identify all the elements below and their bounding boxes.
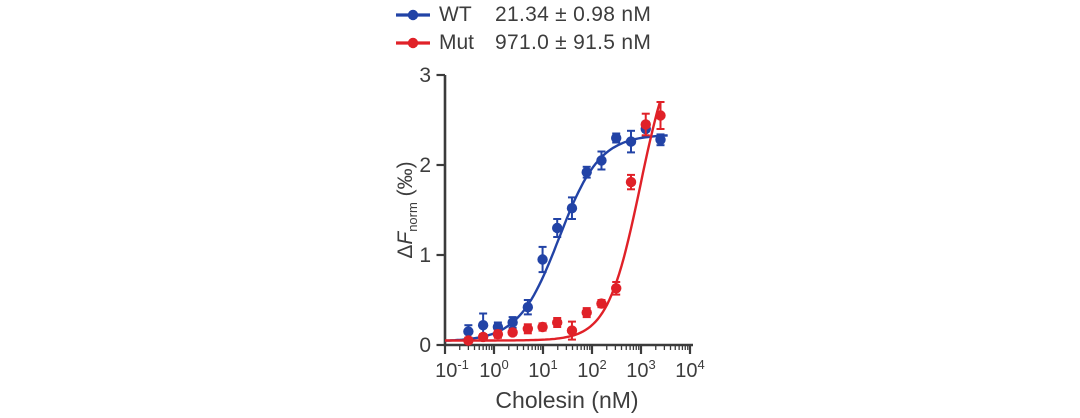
y-tick-label: 1 (419, 244, 431, 267)
x-tick-label: 101 (528, 357, 557, 382)
x-tick-label: 103 (626, 357, 655, 382)
wt-data-point (507, 317, 518, 328)
legend-kd-value-mut: 971.0 ± 91.5 nM (495, 31, 652, 54)
chart-legend: WT 21.34 ± 0.98 nM Mut 971.0 ± 91.5 nM (394, 2, 651, 56)
mut-data-point (640, 119, 651, 130)
mut-data-series (463, 101, 666, 346)
y-tick-label: 0 (419, 334, 431, 357)
wt-data-point (655, 134, 666, 145)
wt-data-point (492, 321, 504, 333)
mut-data-point (537, 321, 548, 333)
wt-series-marker-icon (396, 9, 430, 21)
mut-data-point (596, 298, 607, 309)
wt-data-point (596, 155, 607, 166)
x-tick-label: 102 (577, 357, 606, 382)
y-tick-label: 2 (419, 154, 431, 177)
mut-data-point (477, 331, 489, 343)
y-tick-label: 3 (419, 64, 431, 87)
wt-data-point (581, 167, 592, 178)
wt-data-series (463, 120, 666, 339)
dose-response-chart: 0 1 2 3 10-1 100 101 102 103 104 Cholesin (nM) ΔFno… (395, 64, 705, 413)
mut-data-point (655, 110, 666, 121)
legend-row-mut: Mut 971.0 ± 91.5 nM (394, 30, 651, 56)
mut-data-point (463, 335, 474, 346)
x-tick-label: 104 (675, 357, 704, 382)
wt-data-point (552, 222, 563, 234)
wt-fit-curve (444, 134, 668, 342)
mut-data-point (552, 317, 563, 328)
mut-data-point (492, 329, 504, 340)
wt-data-point (522, 302, 534, 313)
wt-data-point (463, 326, 474, 337)
mut-data-point (507, 327, 518, 338)
x-axis-title: Cholesin (nM) (495, 387, 638, 413)
wt-data-point (537, 254, 548, 265)
legend-row-wt: WT 21.34 ± 0.98 nM (394, 2, 651, 28)
mut-data-point (611, 283, 622, 294)
wt-data-point (477, 320, 489, 331)
legend-label-mut: Mut (439, 31, 475, 54)
x-tick-label: 100 (479, 357, 508, 382)
mut-data-point (522, 323, 534, 334)
wt-data-point (611, 132, 622, 144)
y-axis-title: ΔFnorm (‰) (395, 161, 420, 258)
x-tick-label: 10-1 (435, 357, 469, 382)
wt-data-point (566, 203, 578, 214)
mut-data-point (566, 325, 578, 336)
mut-series-marker-icon (396, 37, 430, 49)
wt-data-point (625, 136, 637, 147)
legend-label-wt: WT (439, 3, 472, 26)
mut-data-point (581, 307, 592, 318)
mut-data-point (625, 176, 637, 188)
legend-kd-value-wt: 21.34 ± 0.98 nM (495, 3, 652, 26)
